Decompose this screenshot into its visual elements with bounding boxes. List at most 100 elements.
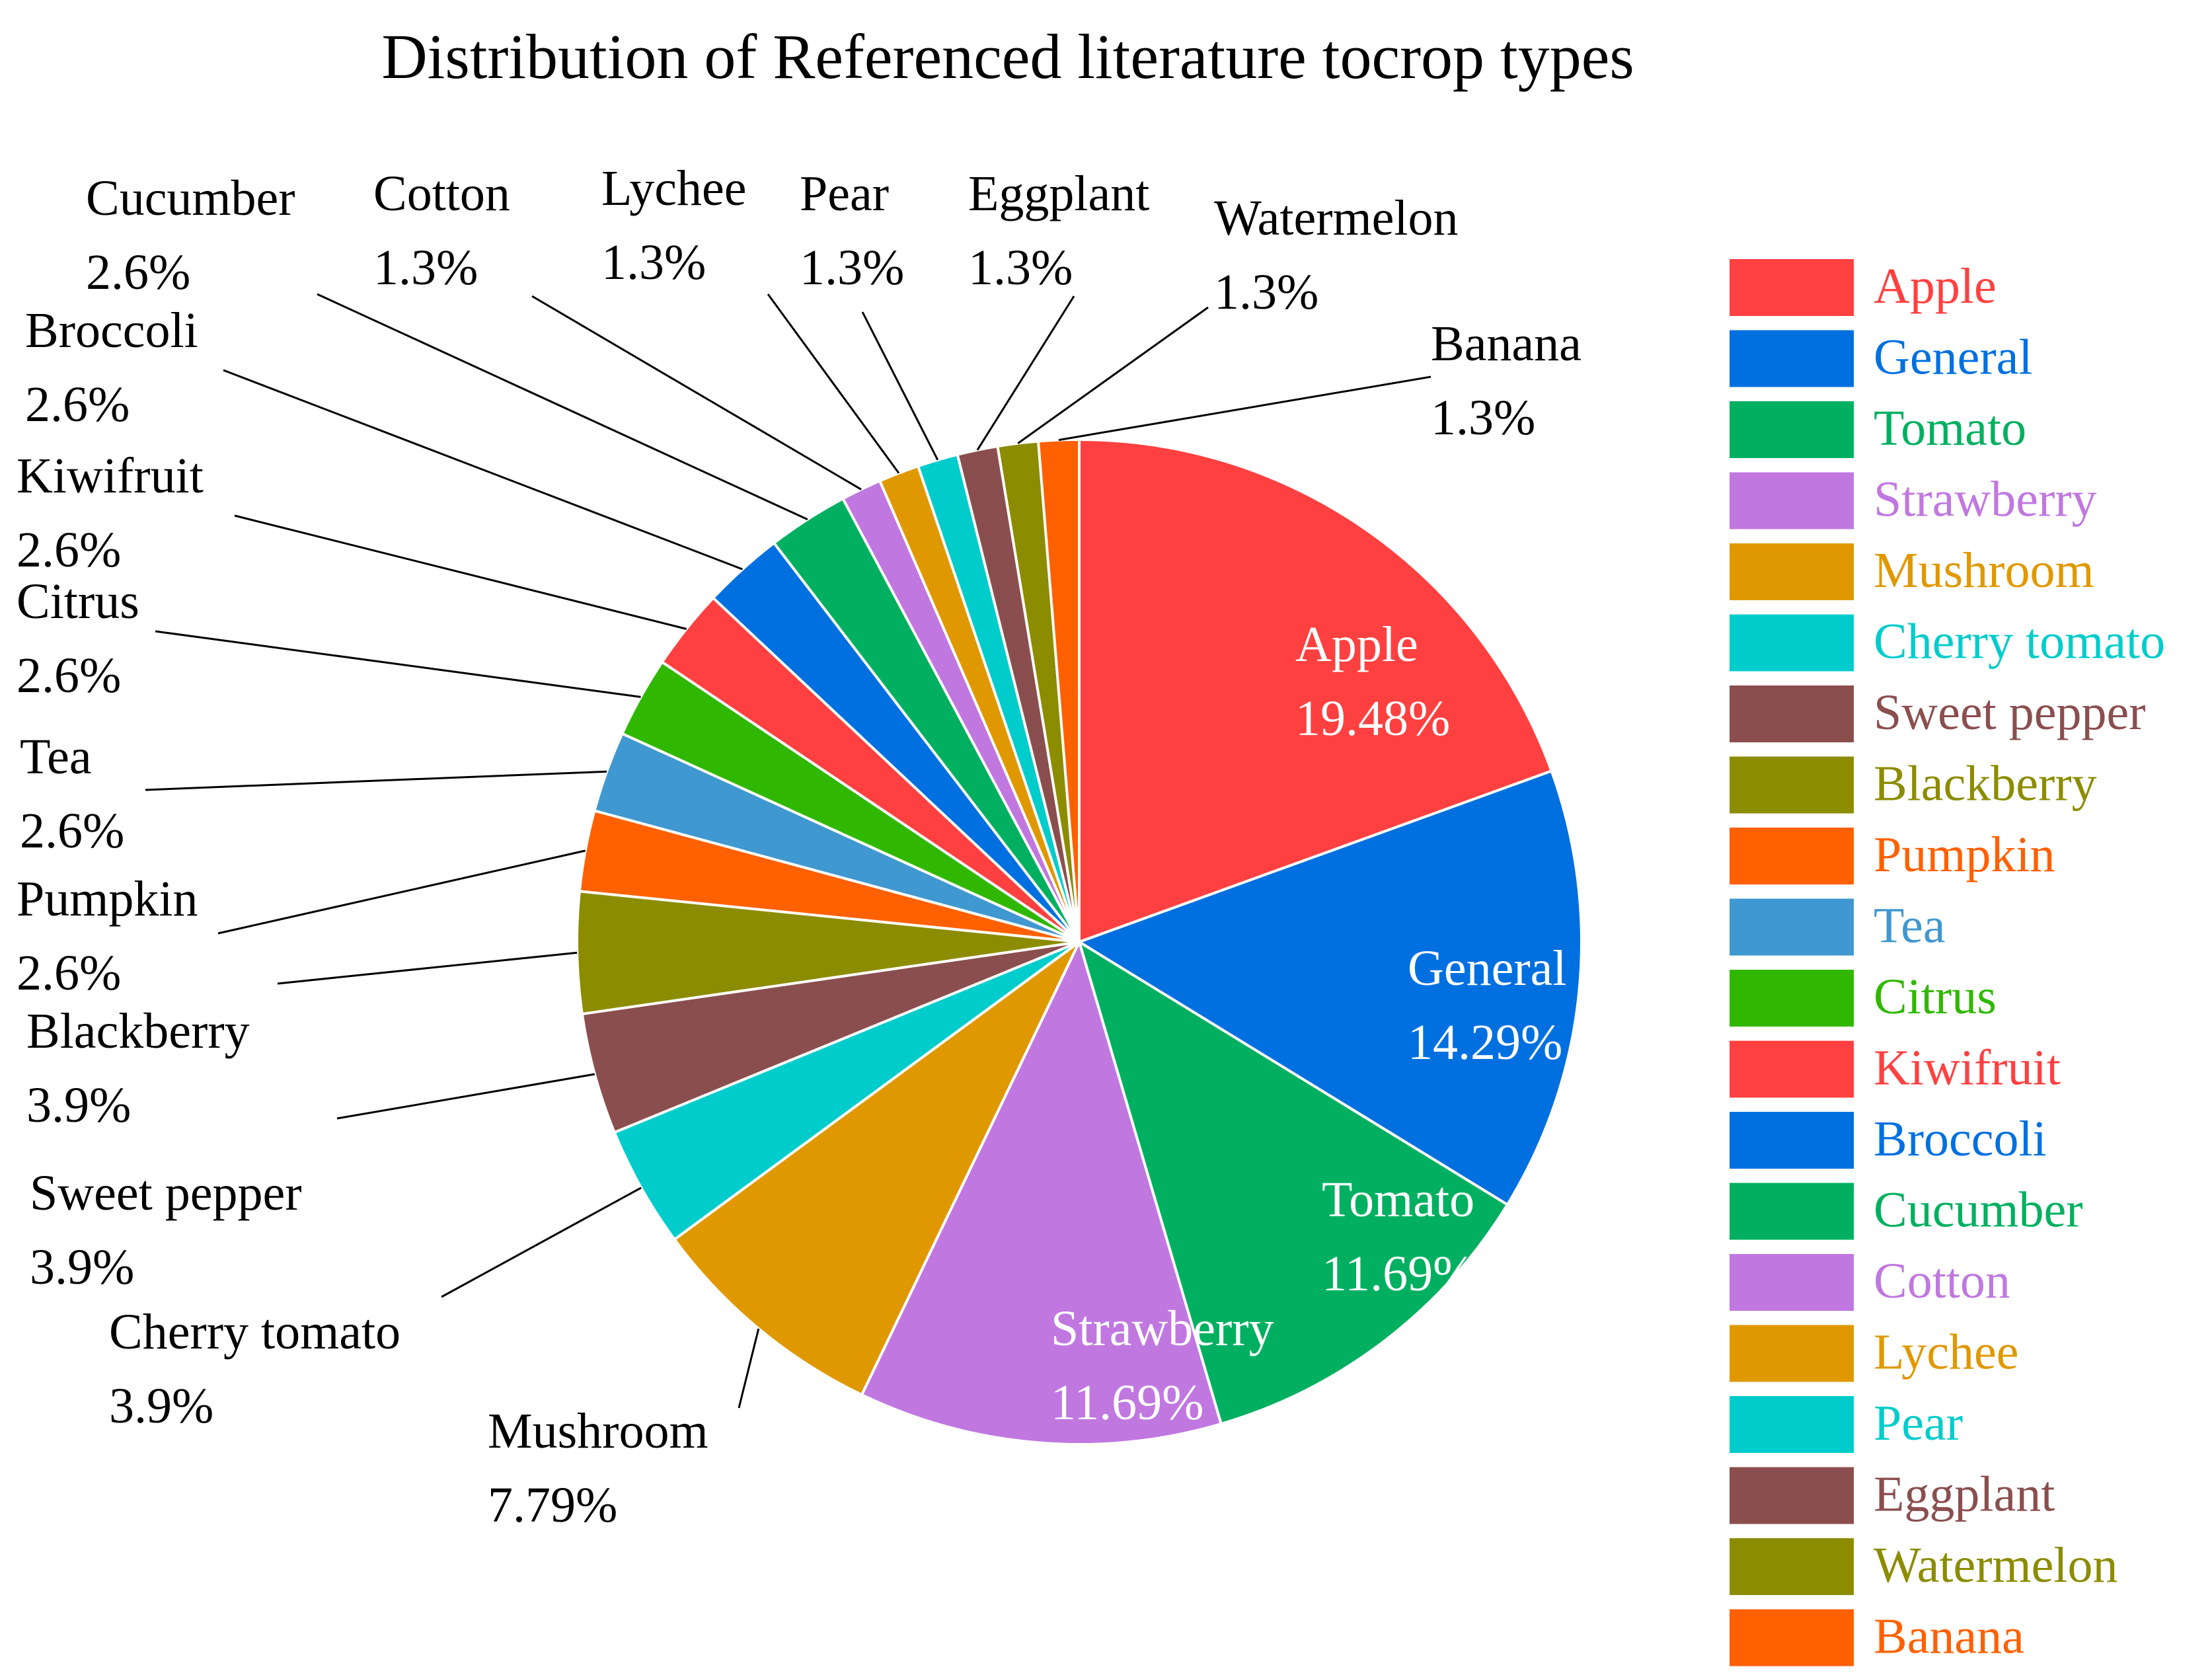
slice-value-tea: 2.6% [20, 803, 124, 859]
legend-label-tomato: Tomato [1874, 401, 2026, 456]
legend-label-mushroom: Mushroom [1874, 543, 2094, 598]
slice-value-cucumber: 2.6% [86, 245, 190, 300]
slice-label-sweet-pepper: Sweet pepper [30, 1165, 302, 1221]
slice-label-cucumber: Cucumber [86, 171, 295, 226]
pie-slice-general [1076, 769, 1583, 1207]
legend-swatch-tea [1730, 898, 1854, 956]
leader-line-sweet-pepper [336, 1073, 595, 1120]
legend-swatch-tomato [1730, 401, 1854, 458]
leader-line-pumpkin [217, 849, 586, 935]
slice-value-general: 14.29% [1408, 1015, 1562, 1070]
legend-label-blackberry: Blackberry [1874, 756, 2097, 812]
slice-label-apple: Apple [1295, 617, 1418, 672]
legend-swatch-pumpkin [1730, 828, 1854, 884]
legend-swatch-cherry-tomato [1730, 614, 1854, 672]
legend-label-cherry-tomato: Cherry tomato [1874, 614, 2165, 670]
slice-value-broccoli: 2.6% [25, 377, 130, 432]
legend-swatch-cucumber [1730, 1183, 1854, 1240]
legend-label-pumpkin: Pumpkin [1874, 827, 2055, 882]
pie-slice-sweet-pepper [580, 941, 1080, 1134]
slice-label-cotton: Cotton [373, 166, 510, 221]
legend-label-tea: Tea [1874, 898, 1946, 954]
leader-line-broccoli [223, 369, 743, 570]
legend-label-pear: Pear [1874, 1395, 1963, 1451]
legend-swatch-eggplant [1730, 1467, 1854, 1524]
slice-label-blackberry: Blackberry [26, 1003, 250, 1059]
slice-value-apple: 19.48% [1295, 691, 1450, 746]
legend-label-eggplant: Eggplant [1874, 1467, 2055, 1522]
legend-swatch-apple [1730, 259, 1854, 316]
chart-title: Distribution of Referenced literature to… [381, 21, 1634, 92]
slice-label-banana: Banana [1431, 316, 1582, 371]
legend-swatch-blackberry [1730, 756, 1854, 814]
leader-line-cotton [531, 295, 862, 490]
leader-line-lychee [767, 293, 900, 474]
slice-value-pumpkin: 2.6% [17, 945, 121, 1001]
slice-value-cotton: 1.3% [373, 240, 478, 295]
leader-line-banana [1058, 375, 1431, 442]
slice-labels: Apple 19.48% General 14.29% Tomato 11.69% Stra… [17, 161, 1582, 1533]
slice-label-mushroom: Mushroom [488, 1403, 708, 1459]
legend-swatch-watermelon [1730, 1538, 1854, 1595]
legend-swatch-broccoli [1730, 1112, 1854, 1169]
leader-line-cherry-tomato [441, 1187, 642, 1298]
slice-label-general: General [1408, 941, 1567, 996]
slice-label-strawberry: Strawberry [1051, 1301, 1274, 1356]
slice-label-tomato: Tomato [1322, 1172, 1474, 1228]
slice-value-lychee: 1.3% [601, 235, 706, 290]
pie-slice-banana [1036, 438, 1081, 943]
legend-swatch-pear [1730, 1396, 1854, 1453]
legend-swatch-kiwifruit [1730, 1040, 1854, 1098]
slice-value-sweet-pepper: 3.9% [30, 1239, 134, 1295]
leader-line-watermelon [1017, 306, 1209, 444]
slice-value-eggplant: 1.3% [968, 240, 1073, 295]
slice-value-kiwifruit: 2.6% [17, 522, 121, 578]
leader-line-cucumber [317, 293, 808, 521]
slice-label-watermelon: Watermelon [1214, 190, 1459, 246]
pie-slices [576, 438, 1583, 1446]
pie-slice-cherry-tomato [613, 941, 1081, 1241]
slice-label-cherry-tomato: Cherry tomato [109, 1304, 400, 1360]
legend-swatch-mushroom [1730, 543, 1854, 600]
slice-label-eggplant: Eggplant [968, 166, 1149, 221]
legend-label-general: General [1874, 330, 2033, 385]
slice-value-pear: 1.3% [800, 240, 904, 295]
legend-label-citrus: Citrus [1874, 969, 1997, 1025]
leader-lines [145, 293, 1431, 1409]
slice-value-cherry-tomato: 3.9% [109, 1378, 213, 1434]
legend-label-apple: Apple [1874, 258, 1997, 314]
legend-swatch-general [1730, 330, 1854, 387]
slice-label-broccoli: Broccoli [25, 303, 198, 358]
slice-label-pumpkin: Pumpkin [17, 871, 198, 927]
slice-value-banana: 1.3% [1431, 390, 1535, 446]
legend-label-cucumber: Cucumber [1874, 1183, 2083, 1238]
legend-swatch-citrus [1730, 970, 1854, 1027]
slice-label-tea: Tea [20, 729, 92, 785]
legend-label-strawberry: Strawberry [1874, 472, 2097, 527]
legend-swatch-banana [1730, 1609, 1854, 1666]
leader-line-citrus [155, 630, 641, 698]
legend-swatch-lychee [1730, 1325, 1854, 1382]
leader-line-blackberry [277, 951, 578, 985]
slice-value-mushroom: 7.79% [488, 1477, 617, 1533]
slice-label-lychee: Lychee [601, 161, 746, 216]
pie-slice-blackberry [576, 890, 1080, 1016]
slice-label-pear: Pear [800, 166, 889, 221]
legend-label-banana: Banana [1874, 1609, 2024, 1664]
leader-line-tea [145, 770, 607, 791]
legend-label-sweet-pepper: Sweet pepper [1874, 685, 2146, 740]
legend-label-broccoli: Broccoli [1874, 1111, 2047, 1167]
leader-line-kiwifruit [234, 514, 687, 630]
legend-swatch-strawberry [1730, 472, 1854, 529]
slice-value-citrus: 2.6% [17, 648, 121, 703]
slice-value-tomato: 11.69% [1322, 1246, 1475, 1302]
slice-value-blackberry: 3.9% [26, 1077, 131, 1133]
legend-label-watermelon: Watermelon [1874, 1538, 2118, 1593]
legend-label-kiwifruit: Kiwifruit [1874, 1040, 2061, 1096]
legend-label-lychee: Lychee [1874, 1325, 2018, 1380]
pie-slice-strawberry [860, 938, 1223, 1446]
leader-line-pear [861, 311, 939, 461]
slice-value-strawberry: 11.69% [1051, 1375, 1204, 1430]
leader-line-eggplant [976, 295, 1075, 451]
